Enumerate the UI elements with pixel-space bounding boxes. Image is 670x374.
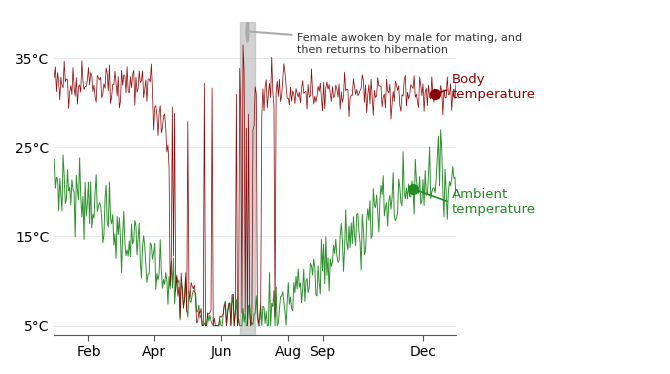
Circle shape [246, 21, 249, 42]
Bar [240, 22, 255, 335]
Text: Body
temperature: Body temperature [452, 73, 536, 101]
Text: Ambient
temperature: Ambient temperature [452, 188, 536, 216]
Text: Female awoken by male for mating, and
then returns to hibernation: Female awoken by male for mating, and th… [250, 32, 522, 55]
